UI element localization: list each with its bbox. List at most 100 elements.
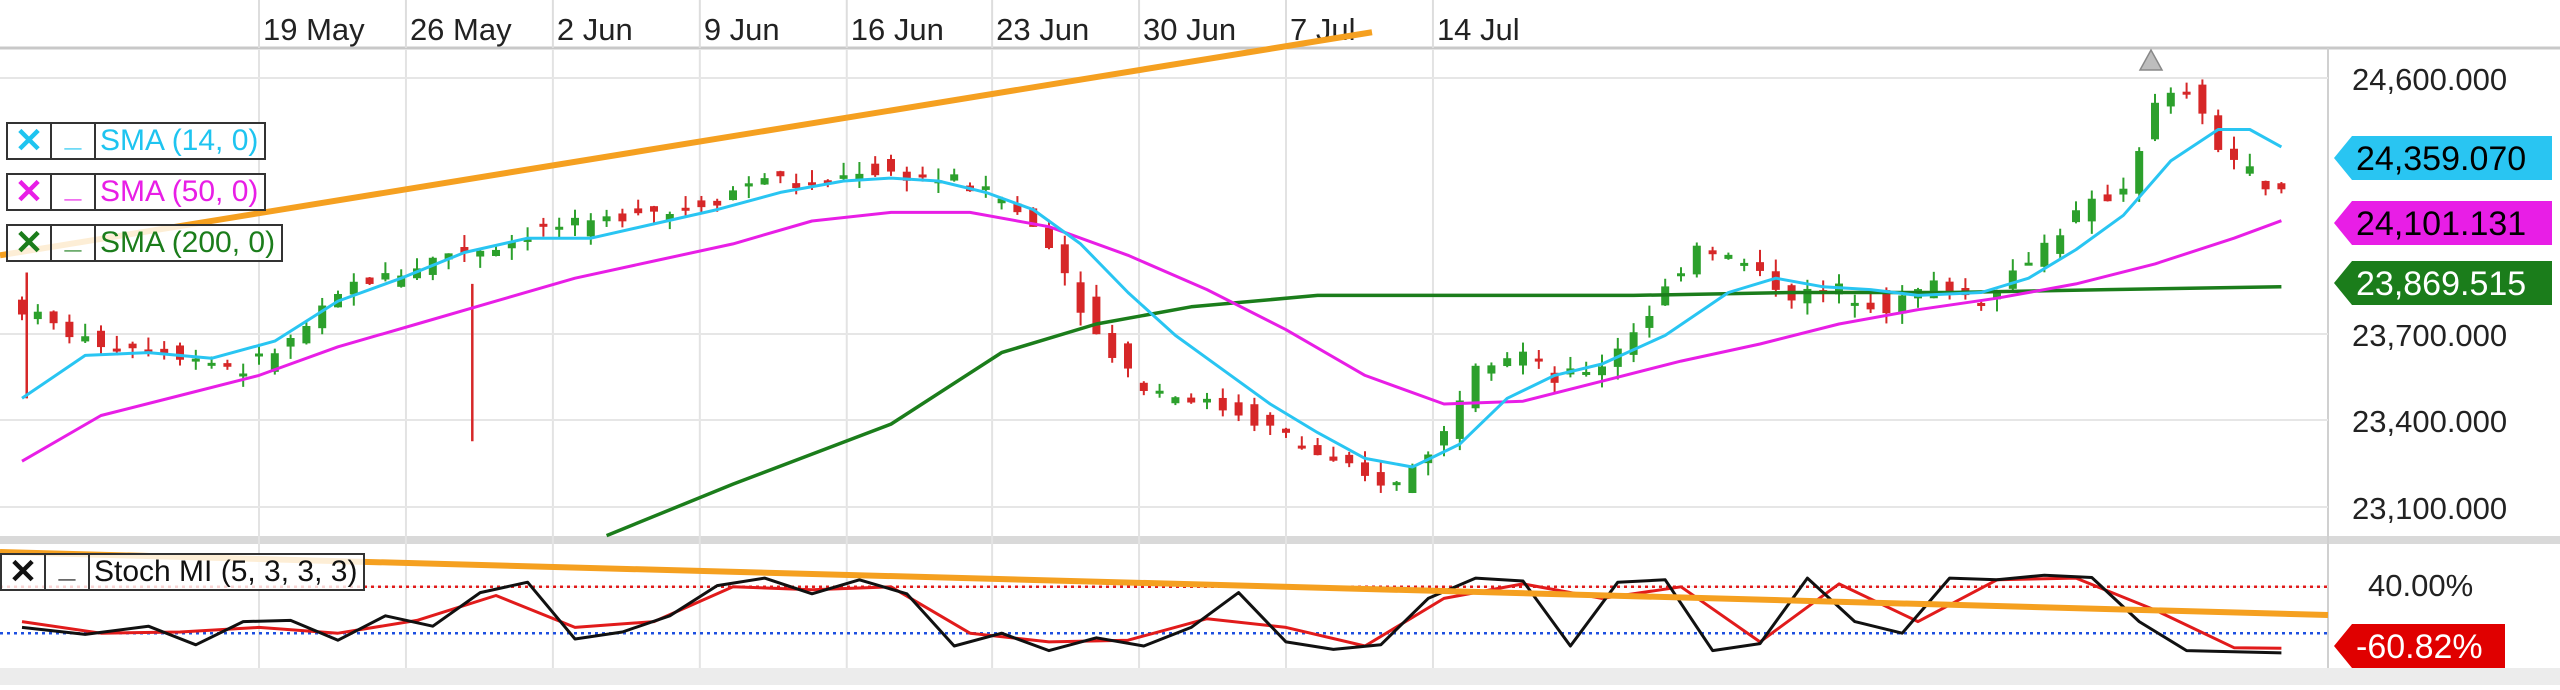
candles-group: [18, 79, 2286, 494]
candle-body: [1629, 332, 1638, 355]
candle-body: [2072, 210, 2080, 223]
legend-label-sma50: SMA (50, 0): [100, 175, 259, 208]
legend-sma14: ✕ _ SMA (14, 0): [6, 120, 267, 160]
remove-sma14-icon[interactable]: ✕: [8, 122, 52, 160]
candle-body: [1329, 456, 1338, 461]
legend-label-sma14: SMA (14, 0): [100, 124, 259, 157]
x-tick-label: 16 Jun: [851, 12, 944, 47]
candle-body: [18, 299, 26, 315]
candle-body: [713, 200, 722, 206]
candle-body: [1866, 302, 1875, 310]
candle-body: [1677, 273, 1685, 277]
candle-body: [1313, 445, 1322, 456]
pane-divider: [0, 536, 2560, 544]
candle-body: [1045, 227, 1053, 248]
minimize-sma14-icon[interactable]: _: [52, 120, 96, 158]
candle-body: [49, 311, 58, 324]
candle-body: [997, 198, 1006, 204]
legend-label-stoch: Stoch MI (5, 3, 3, 3): [94, 555, 358, 588]
candle-body: [744, 183, 753, 187]
minimize-sma200-icon[interactable]: _: [52, 222, 96, 260]
sma14-line: [21, 128, 2283, 469]
candle-body: [1724, 254, 1733, 259]
y-tick-label: 23,400.000: [2352, 404, 2507, 439]
candle-body: [1124, 343, 1132, 369]
candle-body: [981, 186, 990, 190]
candle-body: [2151, 102, 2159, 140]
candle-body: [1929, 280, 1938, 299]
remove-stoch-icon[interactable]: ✕: [2, 553, 46, 591]
candle-body: [1440, 431, 1448, 446]
minimize-sma50-icon[interactable]: _: [52, 171, 96, 209]
candle-body: [1250, 404, 1259, 426]
x-tick-label: 26 May: [410, 12, 512, 47]
candle-body: [492, 249, 500, 256]
candle-body: [223, 363, 232, 367]
osc-y-tick-label: 40.00%: [2368, 568, 2473, 603]
candle-body: [1756, 262, 1764, 271]
candle-body: [1487, 365, 1496, 374]
tag-stoch: -60.82%: [2334, 624, 2505, 668]
candle-body: [1029, 208, 1038, 227]
tag-sma200-shape: [2334, 261, 2552, 305]
candle-body: [1282, 428, 1290, 433]
candle-body: [1345, 454, 1354, 464]
legend-sma200: ✕ _ SMA (200, 0): [6, 222, 284, 262]
candle-body: [618, 213, 627, 222]
candle-body: [918, 174, 927, 178]
candle-body: [1060, 244, 1069, 274]
candle-body: [839, 175, 848, 179]
candle-body: [1408, 466, 1417, 494]
candle-body: [1455, 400, 1464, 439]
y-tick-label: 23,700.000: [2352, 318, 2507, 353]
candle-body: [760, 178, 769, 185]
candle-body: [2245, 166, 2254, 174]
candle-body: [1882, 290, 1891, 314]
candle-body: [950, 174, 959, 181]
minimize-stoch-icon[interactable]: _: [46, 551, 90, 589]
candle-body: [1013, 203, 1022, 213]
candle-body: [2198, 84, 2207, 114]
tag-stoch-shape: [2334, 624, 2505, 668]
candle-body: [65, 321, 74, 338]
candle-body: [1471, 365, 1480, 409]
candle-body: [729, 190, 737, 201]
candle-body: [2277, 183, 2286, 190]
legend-stoch: ✕ _ Stoch MI (5, 3, 3, 3): [0, 551, 366, 591]
candle-body: [286, 337, 295, 347]
candle-body: [1108, 333, 1117, 358]
candle-body: [33, 311, 42, 320]
x-tick-label: 14 Jul: [1437, 12, 1520, 47]
candle-body: [2261, 180, 2270, 190]
candle-body: [539, 223, 548, 227]
candle-body: [1155, 390, 1164, 394]
tag-sma50-label: 24,101.131: [2356, 205, 2526, 243]
remove-sma200-icon[interactable]: ✕: [8, 224, 52, 262]
candle-body: [1534, 358, 1543, 362]
tag-sma14-shape: [2334, 136, 2552, 180]
candle-body: [681, 207, 690, 211]
tag-sma50-shape: [2334, 201, 2552, 245]
candle-body: [1582, 371, 1591, 375]
candle-body: [776, 171, 785, 177]
remove-sma50-icon[interactable]: ✕: [8, 173, 52, 211]
tag-sma200-label: 23,869.515: [2356, 265, 2526, 303]
candle-body: [634, 208, 643, 214]
candle-body: [571, 217, 579, 226]
candle-body: [1376, 472, 1385, 486]
candle-body: [1898, 295, 1907, 314]
candle-body: [2024, 262, 2033, 266]
tag-stoch-label: -60.82%: [2356, 628, 2483, 666]
candle-body: [697, 200, 706, 208]
candle-body: [128, 343, 137, 349]
candle-body: [1550, 372, 1559, 383]
candle-body: [1218, 397, 1227, 411]
candle-body: [160, 348, 169, 355]
candle-body: [507, 241, 516, 249]
candle-body: [1139, 382, 1148, 391]
candle-body: [1645, 316, 1654, 328]
candle-body: [555, 226, 564, 230]
candle-body: [2056, 235, 2065, 254]
